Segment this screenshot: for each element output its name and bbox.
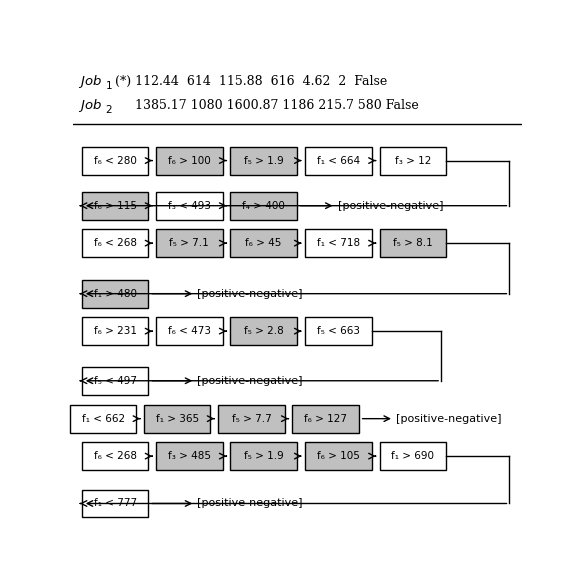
FancyBboxPatch shape (144, 405, 211, 432)
Text: f₆ < 473: f₆ < 473 (168, 326, 211, 336)
FancyBboxPatch shape (305, 146, 372, 175)
Text: $\mathit{2}$: $\mathit{2}$ (106, 103, 113, 115)
Text: $\mathit{Job}$: $\mathit{Job}$ (78, 73, 102, 90)
FancyBboxPatch shape (305, 229, 372, 257)
FancyBboxPatch shape (156, 442, 223, 470)
Text: f₆ > 127: f₆ > 127 (304, 414, 347, 424)
Text: f₅ > 7.7: f₅ > 7.7 (231, 414, 271, 424)
FancyBboxPatch shape (156, 317, 223, 345)
FancyBboxPatch shape (82, 146, 148, 175)
FancyBboxPatch shape (82, 280, 148, 308)
Text: [positive-negative]: [positive-negative] (338, 200, 443, 211)
FancyBboxPatch shape (230, 229, 297, 257)
Text: f₆ < 280: f₆ < 280 (94, 155, 137, 166)
Text: f₁ > 365: f₁ > 365 (155, 414, 199, 424)
Text: f₆ > 231: f₆ > 231 (94, 326, 137, 336)
Text: f₆ > 100: f₆ > 100 (168, 155, 211, 166)
FancyBboxPatch shape (82, 192, 148, 220)
Text: f₅ > 1.9: f₅ > 1.9 (244, 451, 284, 461)
FancyBboxPatch shape (156, 192, 223, 220)
Text: f₅ > 7.1: f₅ > 7.1 (169, 238, 209, 248)
Text: f₁ > 480: f₁ > 480 (94, 289, 137, 299)
FancyBboxPatch shape (379, 229, 446, 257)
Text: 1385.17 1080 1600.87 1186 215.7 580 False: 1385.17 1080 1600.87 1186 215.7 580 Fals… (115, 100, 419, 113)
Text: f₃ > 12: f₃ > 12 (394, 155, 431, 166)
Text: f₁ > 690: f₁ > 690 (392, 451, 434, 461)
Text: f₅ > 1.9: f₅ > 1.9 (244, 155, 284, 166)
Text: f₁ < 718: f₁ < 718 (317, 238, 360, 248)
FancyBboxPatch shape (218, 405, 285, 432)
Text: $\mathit{Job}$: $\mathit{Job}$ (78, 97, 102, 114)
FancyBboxPatch shape (156, 146, 223, 175)
FancyBboxPatch shape (305, 317, 372, 345)
Text: (*) 112.44  614  115.88  616  4.62  2  False: (*) 112.44 614 115.88 616 4.62 2 False (115, 75, 387, 88)
Text: [positive-negative]: [positive-negative] (197, 376, 303, 386)
Text: [positive-negative]: [positive-negative] (396, 414, 502, 424)
Text: f₆ < 268: f₆ < 268 (94, 238, 137, 248)
FancyBboxPatch shape (230, 442, 297, 470)
Text: f₁ < 777: f₁ < 777 (93, 499, 137, 509)
Text: f₆ > 45: f₆ > 45 (245, 238, 282, 248)
FancyBboxPatch shape (82, 442, 148, 470)
FancyBboxPatch shape (156, 229, 223, 257)
Text: f₅ > 2.8: f₅ > 2.8 (244, 326, 284, 336)
Text: f₄ > 400: f₄ > 400 (242, 200, 285, 211)
Text: [positive-negative]: [positive-negative] (197, 289, 303, 299)
FancyBboxPatch shape (70, 405, 136, 432)
Text: f₅ < 497: f₅ < 497 (94, 376, 137, 386)
Text: f₅ < 663: f₅ < 663 (317, 326, 360, 336)
Text: [positive-negative]: [positive-negative] (197, 499, 303, 509)
Text: f₃ > 485: f₃ > 485 (168, 451, 211, 461)
Text: f₆ > 115: f₆ > 115 (94, 200, 137, 211)
FancyBboxPatch shape (82, 229, 148, 257)
FancyBboxPatch shape (82, 317, 148, 345)
FancyBboxPatch shape (379, 146, 446, 175)
FancyBboxPatch shape (230, 317, 297, 345)
Text: f₆ > 105: f₆ > 105 (317, 451, 360, 461)
FancyBboxPatch shape (292, 405, 359, 432)
FancyBboxPatch shape (230, 192, 297, 220)
FancyBboxPatch shape (305, 442, 372, 470)
Text: f₅ > 8.1: f₅ > 8.1 (393, 238, 433, 248)
FancyBboxPatch shape (82, 367, 148, 395)
Text: f₁ < 662: f₁ < 662 (82, 414, 125, 424)
Text: f₆ < 268: f₆ < 268 (94, 451, 137, 461)
Text: f₁ < 664: f₁ < 664 (317, 155, 360, 166)
FancyBboxPatch shape (379, 442, 446, 470)
Text: $\mathit{1}$: $\mathit{1}$ (106, 79, 113, 91)
FancyBboxPatch shape (230, 146, 297, 175)
Text: f₃ < 493: f₃ < 493 (168, 200, 211, 211)
FancyBboxPatch shape (82, 489, 148, 517)
